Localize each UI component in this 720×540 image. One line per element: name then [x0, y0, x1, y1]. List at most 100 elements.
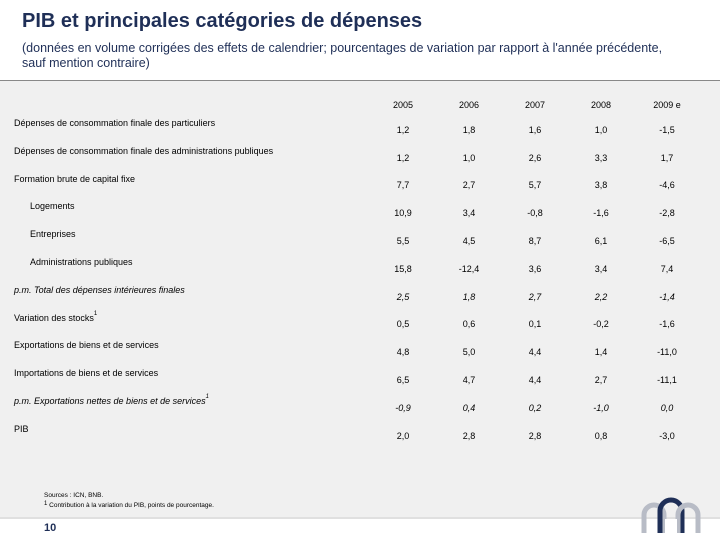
- table-cell: 0,2: [528, 402, 542, 413]
- table-cell: -1,6: [659, 319, 675, 330]
- table-cell: 7,4: [660, 263, 674, 274]
- table-cell: 3,6: [528, 263, 542, 274]
- table-cell: 6,1: [594, 236, 608, 247]
- footer-bar: [0, 519, 720, 540]
- row-label: Administrations publiques: [14, 255, 370, 283]
- row-label-text: Logements: [30, 201, 75, 212]
- table-cell: 0,4: [462, 402, 476, 413]
- table-cell: 3,3: [594, 152, 608, 163]
- table-cell: 0,5: [396, 319, 410, 330]
- row-label-text: Formation brute de capital fixe: [14, 173, 136, 184]
- row-label-text: Exportations de biens et de services: [14, 340, 159, 351]
- table-cell: 3,8: [594, 180, 608, 191]
- footnotes: Sources : ICN, BNB. 1 Contribution à la …: [44, 491, 214, 511]
- table-cell: 1,2: [396, 124, 410, 135]
- table-cell: 1,2: [396, 152, 410, 163]
- table-cell: 5,5: [396, 236, 410, 247]
- table-cell: 5,7: [528, 180, 542, 191]
- row-label: PIB: [14, 422, 370, 450]
- table-cell: 2,7: [462, 180, 476, 191]
- table-cell: -2,8: [659, 208, 675, 219]
- table-cell: 1,4: [594, 347, 608, 358]
- table-row: Entreprises 5,5 4,5 8,7 6,1 -6,5: [14, 227, 700, 255]
- table-header-row: 2005 2006 2007 2008 2009 e: [14, 93, 700, 116]
- table-row: Importations de biens et de services 6,5 4…: [14, 366, 700, 394]
- table-cell: 1,0: [462, 152, 476, 163]
- row-label-text: Administrations publiques: [30, 256, 133, 267]
- table-cell: 2,5: [396, 291, 410, 302]
- table-cell: 5,0: [462, 347, 476, 358]
- column-header-year: 2009 e: [653, 99, 681, 110]
- table-row: Formation brute de capital fixe 7,7 2,7 5,7…: [14, 172, 700, 200]
- row-label-text: Dépenses de consommation finale des admi…: [14, 145, 274, 156]
- table-header-label: [14, 93, 370, 116]
- table-cell: -1,5: [659, 124, 675, 135]
- table-cell: 0,8: [594, 430, 608, 441]
- table-cell: 3,4: [594, 263, 608, 274]
- table-cell: 6,5: [396, 375, 410, 386]
- row-label: Logements: [14, 199, 370, 227]
- table-cell: 2,7: [528, 291, 542, 302]
- footnote-text: Contribution à la variation du PIB, poin…: [49, 502, 214, 509]
- table-cell: 1,7: [660, 152, 674, 163]
- table-cell: 4,7: [462, 375, 476, 386]
- table-cell: -0,2: [593, 319, 609, 330]
- table-cell: 1,6: [528, 124, 542, 135]
- table-cell: 4,4: [528, 375, 542, 386]
- table-cell: -4,6: [659, 180, 675, 191]
- table-cell: 4,4: [528, 347, 542, 358]
- row-label-text: p.m. Total des dépenses intérieures fina…: [14, 284, 185, 295]
- table-cell: -1,6: [593, 208, 609, 219]
- divider: [0, 80, 720, 81]
- table-cell: 4,8: [396, 347, 410, 358]
- table-row: Exportations de biens et de services 4,8 5…: [14, 338, 700, 366]
- row-label-text: Importations de biens et de services: [14, 368, 159, 379]
- row-label: Dépenses de consommation finale des part…: [14, 116, 370, 144]
- table-cell: 15,8: [394, 263, 412, 274]
- data-table: 2005 2006 2007 2008 2009 e Dépenses de c…: [14, 93, 700, 450]
- sources-note: Sources : ICN, BNB.: [44, 492, 104, 499]
- column-header-year: 2005: [392, 99, 414, 110]
- table-cell: 2,7: [594, 375, 608, 386]
- footnote-1: 1 Contribution à la variation du PIB, po…: [44, 501, 214, 511]
- table-cell: -3,0: [659, 430, 675, 441]
- table-row: p.m. Exportations nettes de biens et de …: [14, 394, 700, 422]
- page-number: 10: [44, 522, 57, 534]
- table-cell: 2,8: [528, 430, 542, 441]
- table-cell: 2,8: [462, 430, 476, 441]
- table-cell: -1,4: [659, 291, 675, 302]
- table-row: Dépenses de consommation finale des admi…: [14, 144, 700, 172]
- column-header-year: 2008: [590, 99, 612, 110]
- table-cell: -11,1: [657, 375, 677, 386]
- table-row: Administrations publiques 15,8 -12,4 3,6 3,4…: [14, 255, 700, 283]
- table-cell: 8,7: [528, 236, 542, 247]
- table-cell: 10,9: [394, 208, 412, 219]
- table-cell: -12,4: [458, 263, 480, 274]
- table-cell: 2,0: [396, 430, 410, 441]
- table-row: Logements 10,9 3,4 -0,8 -1,6 -2,8: [14, 199, 700, 227]
- table-cell: 2,2: [594, 291, 608, 302]
- row-label-text: Entreprises: [30, 229, 76, 240]
- row-label: Variation des stocks1: [14, 311, 370, 339]
- footer-divider: [0, 517, 720, 519]
- table-cell: -0,9: [395, 402, 411, 413]
- page-subtitle: (données en volume corrigées des effets …: [22, 41, 663, 70]
- table-cell: -6,5: [659, 236, 675, 247]
- row-label-text: PIB: [14, 423, 29, 434]
- table-cell: 2,6: [528, 152, 542, 163]
- table-row: p.m. Total des dépenses intérieures fina…: [14, 283, 700, 311]
- column-header-year: 2006: [458, 99, 480, 110]
- row-label-text: Variation des stocks: [14, 312, 94, 323]
- table-cell: 4,5: [462, 236, 476, 247]
- row-label: Exportations de biens et de services: [14, 338, 370, 366]
- table-cell: 1,8: [462, 291, 476, 302]
- row-label-text: p.m. Exportations nettes de biens et de …: [14, 395, 206, 406]
- page-title: PIB et principales catégories de dépense…: [22, 10, 423, 32]
- table-cell: 3,4: [462, 208, 476, 219]
- table-cell: 0,6: [462, 319, 476, 330]
- row-label: Entreprises: [14, 227, 370, 255]
- table-cell: 1,8: [462, 124, 476, 135]
- row-label: p.m. Total des dépenses intérieures fina…: [14, 283, 370, 311]
- footnote-mark: 1: [93, 310, 98, 317]
- table-cell: -1,0: [593, 402, 609, 413]
